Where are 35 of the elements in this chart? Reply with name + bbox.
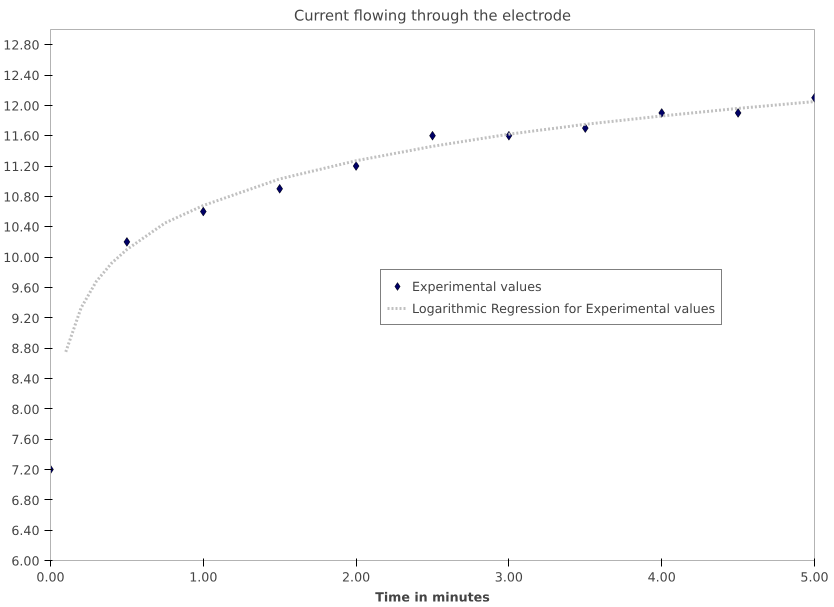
y-tick-label: 9.20: [11, 310, 40, 326]
y-tick-label: 11.60: [3, 128, 40, 144]
point: [582, 123, 589, 133]
point: [200, 206, 207, 216]
point: [429, 130, 436, 140]
y-tick-label: 8.40: [11, 371, 40, 386]
point: [124, 237, 130, 247]
point: [352, 161, 360, 171]
y-tick-label: 12.80: [3, 38, 40, 53]
legend-label: Experimental values: [412, 278, 542, 294]
y-tick-label: 10.40: [3, 220, 40, 235]
y-tick-label: 9.60: [11, 280, 40, 296]
x-tick-label: 0.00: [36, 570, 65, 584]
point: [276, 184, 283, 194]
y-tick-label: 6.40: [11, 523, 40, 538]
y-tick-label: 7.20: [11, 462, 40, 478]
y-tick-label: 11.20: [3, 159, 40, 174]
chart-title: Current flowing through the electrode: [294, 8, 572, 24]
y-tick-label: 6.80: [11, 492, 40, 508]
y-tick-label: 10.00: [3, 250, 40, 266]
legend-label: Logarithmic Regression for Experimental values: [412, 300, 716, 316]
y-tick-label: 8.00: [11, 402, 40, 417]
x-tick-label: 3.00: [494, 570, 523, 584]
x-tick-label: 4.00: [648, 570, 676, 584]
y-tick-label: 7.60: [11, 432, 40, 448]
y-tick-label: 10.80: [3, 189, 40, 204]
x-tick-label: 5.00: [800, 570, 829, 584]
x-tick-label: 2.00: [342, 570, 370, 584]
point: [734, 108, 742, 118]
y-tick-label: 12.40: [3, 68, 40, 84]
x-axis-title: Time in minutes: [375, 590, 490, 604]
y-tick-label: 6.00: [11, 554, 40, 568]
y-tick-label: 12.00: [3, 98, 40, 114]
x-tick-label: 1.00: [189, 570, 218, 584]
y-tick-label: 8.80: [11, 341, 40, 356]
